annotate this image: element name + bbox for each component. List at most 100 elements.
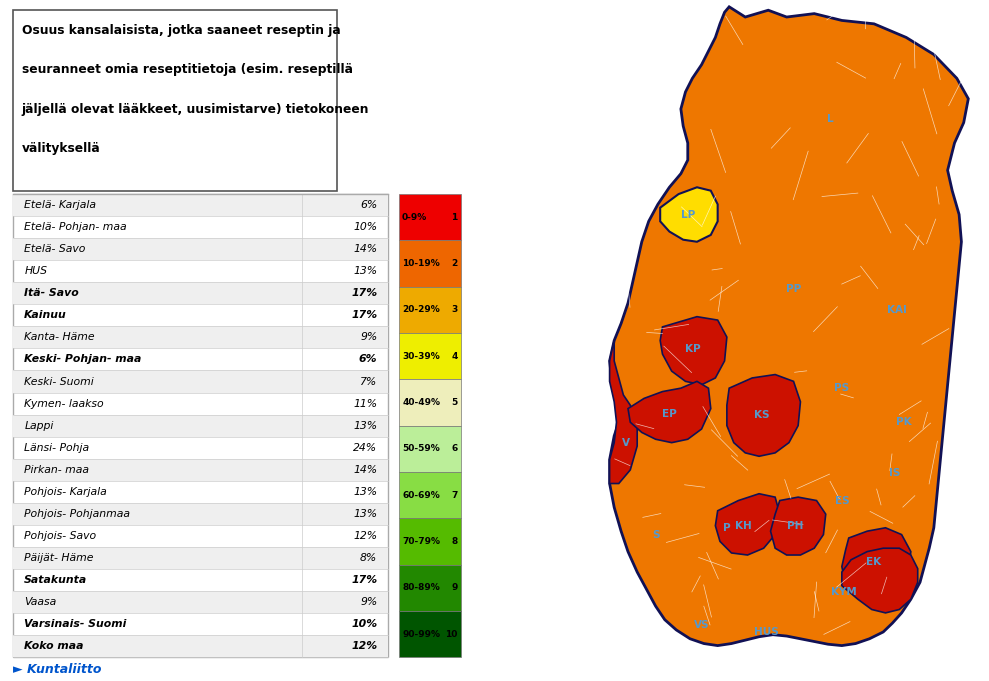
Text: 6: 6 bbox=[451, 444, 458, 454]
Text: LP: LP bbox=[680, 210, 695, 219]
Text: IS: IS bbox=[889, 469, 900, 478]
Text: 90-99%: 90-99% bbox=[403, 629, 440, 639]
FancyBboxPatch shape bbox=[14, 547, 388, 569]
FancyBboxPatch shape bbox=[14, 459, 388, 481]
Text: PH: PH bbox=[786, 521, 803, 530]
FancyBboxPatch shape bbox=[14, 326, 388, 349]
Text: seuranneet omia reseptitietoja (esim. reseptillä: seuranneet omia reseptitietoja (esim. re… bbox=[22, 63, 352, 76]
Text: 10%: 10% bbox=[351, 619, 378, 629]
Text: HUS: HUS bbox=[754, 627, 778, 637]
FancyBboxPatch shape bbox=[14, 415, 388, 437]
Polygon shape bbox=[842, 528, 911, 599]
Text: Kymen- laakso: Kymen- laakso bbox=[25, 398, 104, 409]
Text: 50-59%: 50-59% bbox=[403, 444, 440, 454]
Text: ES: ES bbox=[835, 496, 850, 505]
Text: 12%: 12% bbox=[351, 641, 378, 651]
Polygon shape bbox=[609, 340, 637, 484]
Text: Pirkan- maa: Pirkan- maa bbox=[25, 464, 89, 475]
Polygon shape bbox=[628, 381, 711, 443]
FancyBboxPatch shape bbox=[14, 370, 388, 392]
Text: KAI: KAI bbox=[887, 305, 907, 315]
Text: Pohjois- Karjala: Pohjois- Karjala bbox=[25, 487, 107, 496]
FancyBboxPatch shape bbox=[399, 194, 461, 240]
Text: Päijät- Häme: Päijät- Häme bbox=[25, 553, 94, 563]
Text: Pohjois- Savo: Pohjois- Savo bbox=[25, 531, 96, 541]
Text: EK: EK bbox=[865, 557, 880, 567]
Polygon shape bbox=[609, 7, 968, 646]
FancyBboxPatch shape bbox=[399, 611, 461, 657]
Text: 24%: 24% bbox=[353, 443, 378, 453]
FancyBboxPatch shape bbox=[399, 426, 461, 472]
Text: 5: 5 bbox=[451, 398, 458, 407]
Text: 80-89%: 80-89% bbox=[403, 583, 440, 592]
Polygon shape bbox=[715, 494, 779, 555]
Text: Varsinais- Suomi: Varsinais- Suomi bbox=[25, 619, 127, 629]
Text: Koko maa: Koko maa bbox=[25, 641, 84, 651]
Text: 17%: 17% bbox=[351, 575, 378, 585]
Text: KP: KP bbox=[684, 345, 700, 354]
Text: 0-9%: 0-9% bbox=[403, 212, 427, 222]
Text: 4: 4 bbox=[451, 351, 458, 361]
Text: 3: 3 bbox=[451, 305, 458, 315]
Text: 10%: 10% bbox=[353, 222, 378, 232]
FancyBboxPatch shape bbox=[399, 518, 461, 565]
Text: 13%: 13% bbox=[353, 266, 378, 276]
Text: Etelä- Savo: Etelä- Savo bbox=[25, 244, 86, 254]
Text: 7%: 7% bbox=[360, 377, 378, 387]
Text: PS: PS bbox=[835, 383, 850, 393]
Text: 40-49%: 40-49% bbox=[403, 398, 440, 407]
Text: EP: EP bbox=[662, 409, 676, 419]
FancyBboxPatch shape bbox=[14, 194, 388, 216]
Text: 13%: 13% bbox=[353, 509, 378, 519]
FancyBboxPatch shape bbox=[14, 283, 388, 304]
Text: P: P bbox=[723, 523, 731, 533]
Text: Satakunta: Satakunta bbox=[25, 575, 87, 585]
FancyBboxPatch shape bbox=[14, 10, 337, 191]
Text: KYM: KYM bbox=[832, 588, 857, 597]
Text: 20-29%: 20-29% bbox=[403, 305, 440, 315]
Polygon shape bbox=[770, 497, 826, 555]
FancyBboxPatch shape bbox=[399, 287, 461, 333]
Text: Vaasa: Vaasa bbox=[25, 597, 56, 607]
FancyBboxPatch shape bbox=[14, 635, 388, 657]
Text: VS: VS bbox=[694, 620, 709, 630]
FancyBboxPatch shape bbox=[14, 238, 388, 260]
FancyBboxPatch shape bbox=[399, 240, 461, 287]
Text: V: V bbox=[622, 438, 630, 447]
Text: Kanta- Häme: Kanta- Häme bbox=[25, 332, 95, 343]
Text: L: L bbox=[827, 114, 834, 124]
Text: jäljellä olevat lääkkeet, uusimistarve) tietokoneen: jäljellä olevat lääkkeet, uusimistarve) … bbox=[22, 103, 369, 116]
Text: Lappi: Lappi bbox=[25, 421, 53, 430]
Text: 11%: 11% bbox=[353, 398, 378, 409]
Polygon shape bbox=[842, 548, 918, 613]
FancyBboxPatch shape bbox=[399, 472, 461, 518]
Text: 30-39%: 30-39% bbox=[403, 351, 440, 361]
Text: 1: 1 bbox=[451, 212, 458, 222]
Text: 9%: 9% bbox=[360, 332, 378, 343]
Text: 70-79%: 70-79% bbox=[403, 537, 440, 546]
Text: välityksellä: välityksellä bbox=[22, 142, 100, 155]
FancyBboxPatch shape bbox=[14, 591, 388, 613]
Text: Keski- Pohjan- maa: Keski- Pohjan- maa bbox=[25, 355, 141, 364]
Text: 14%: 14% bbox=[353, 464, 378, 475]
Text: Länsi- Pohja: Länsi- Pohja bbox=[25, 443, 89, 453]
Text: HUS: HUS bbox=[25, 266, 47, 276]
Text: 9: 9 bbox=[451, 583, 458, 592]
Text: 60-69%: 60-69% bbox=[403, 490, 440, 500]
Polygon shape bbox=[727, 375, 800, 456]
Text: S: S bbox=[652, 530, 660, 539]
Text: 17%: 17% bbox=[351, 311, 378, 320]
Text: 8%: 8% bbox=[360, 553, 378, 563]
FancyBboxPatch shape bbox=[14, 503, 388, 525]
Text: 14%: 14% bbox=[353, 244, 378, 254]
Text: ► Kuntaliitto: ► Kuntaliitto bbox=[14, 663, 102, 676]
Text: 17%: 17% bbox=[351, 288, 378, 298]
FancyBboxPatch shape bbox=[399, 333, 461, 379]
Text: 6%: 6% bbox=[359, 355, 378, 364]
FancyBboxPatch shape bbox=[14, 194, 388, 657]
Text: Itä- Savo: Itä- Savo bbox=[25, 288, 79, 298]
Text: Keski- Suomi: Keski- Suomi bbox=[25, 377, 94, 387]
Text: 8: 8 bbox=[451, 537, 458, 546]
Polygon shape bbox=[661, 317, 727, 385]
Text: Etelä- Karjala: Etelä- Karjala bbox=[25, 200, 96, 210]
